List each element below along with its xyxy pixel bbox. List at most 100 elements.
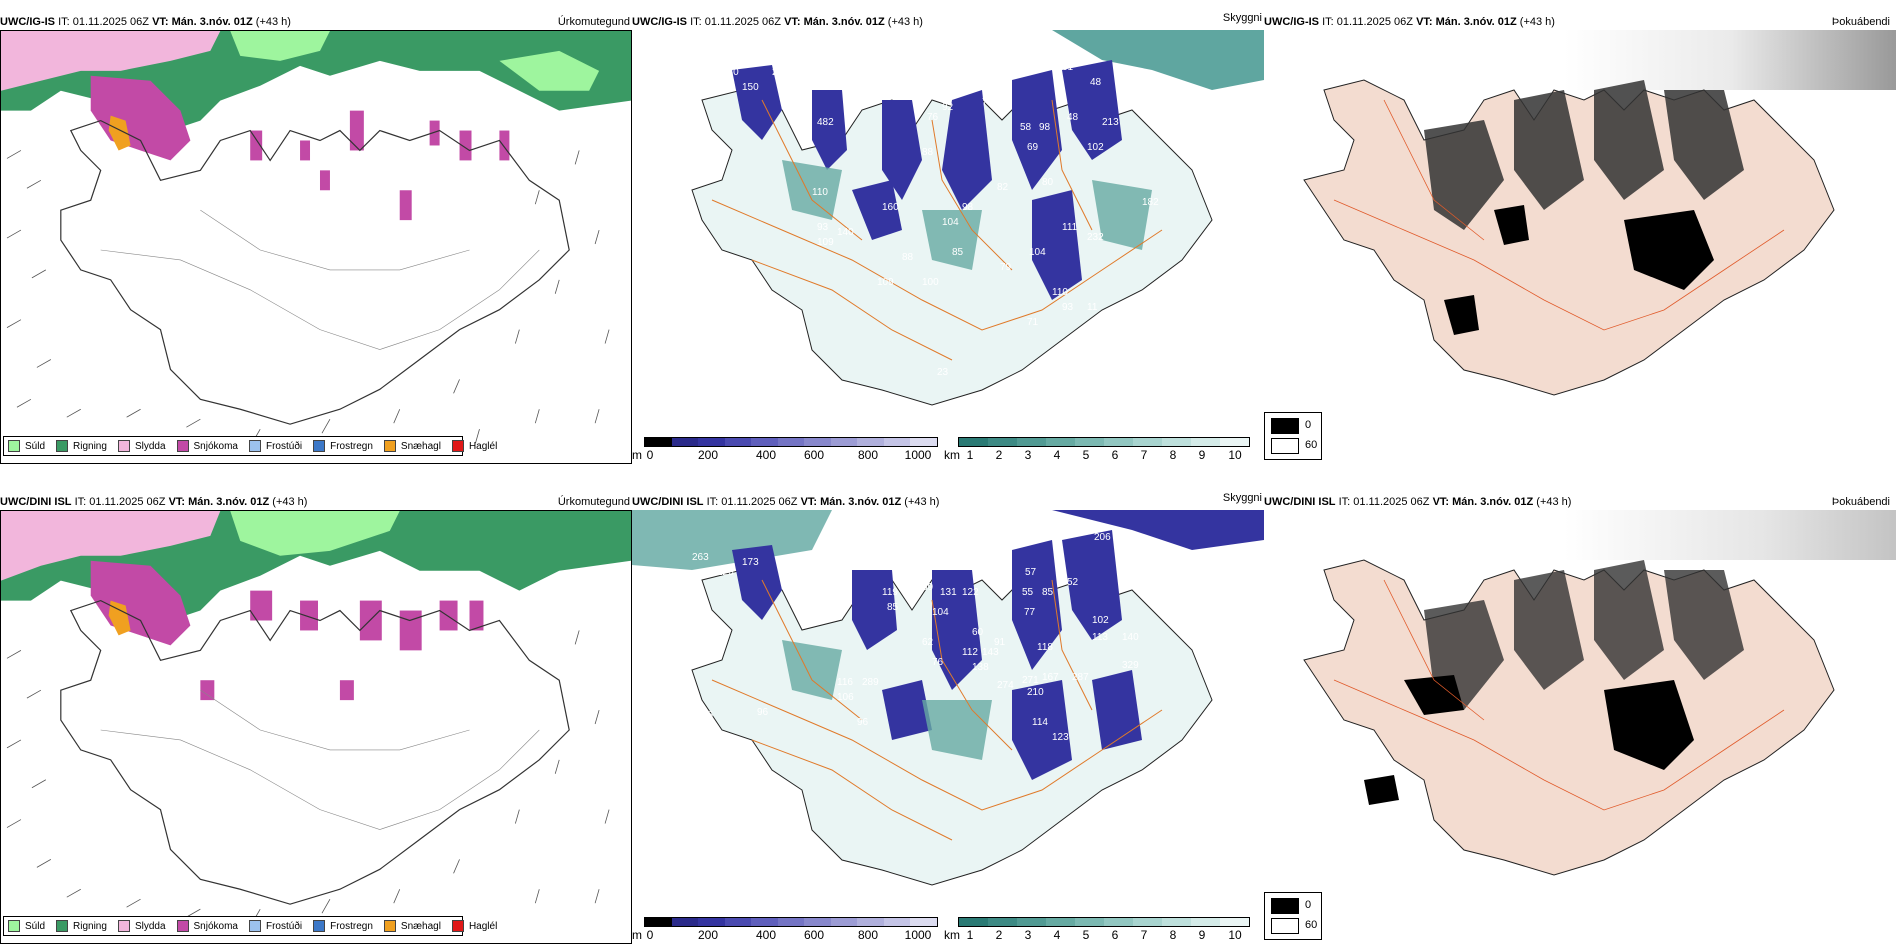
colorbar-segment — [698, 918, 725, 926]
vt-label: VT: — [784, 16, 801, 28]
roads-overlay — [711, 99, 1163, 361]
panel-header: UWC/IG-IS IT: 01.11.2025 06Z VT: Mán. 3.… — [0, 14, 632, 30]
colorbar-segment — [959, 918, 988, 926]
panel-header: UWC/IG-IS IT: 01.11.2025 06Z VT: Mán. 3.… — [632, 12, 1264, 30]
cloud-label: 226 — [717, 567, 734, 578]
cloud-label: 182 — [1142, 197, 1159, 208]
cloud-label: 274 — [997, 680, 1014, 691]
cloud-label: 93 — [817, 222, 829, 233]
cloud-label: 60 — [972, 627, 984, 638]
panel-header: UWC/DINI ISL IT: 01.11.2025 06Z VT: Mán.… — [0, 494, 632, 510]
visibility-tick: 2 — [995, 928, 1003, 942]
colorbar-segment — [910, 438, 938, 446]
cloud-label: 131 — [940, 587, 957, 598]
vt-label: VT: — [1432, 496, 1450, 508]
visibility-areas — [782, 160, 1152, 270]
cloud-label: 96 — [757, 707, 769, 718]
wind-barbs — [6, 630, 610, 924]
colorbar-segment — [1075, 438, 1104, 446]
legend-item: Haglél — [451, 920, 498, 932]
precip-type-map[interactable] — [0, 510, 632, 944]
cloudbase-tick: 200 — [697, 448, 719, 462]
cloud-label: 77 — [1024, 607, 1036, 618]
colorbar-segment — [959, 438, 988, 446]
fog-legend-min: 0 — [1305, 899, 1312, 911]
cloud-label: 48 — [1090, 77, 1102, 88]
fog-legend-min-swatch — [1271, 898, 1299, 914]
vt-label: VT: — [168, 496, 186, 508]
cloud-label: 56 — [702, 710, 714, 721]
cloud-label: 271 — [1022, 675, 1039, 686]
vt-value: Mán. 3.nóv. 01Z — [188, 496, 270, 508]
cloud-label: 76 — [927, 112, 939, 123]
cloud-visibility-map[interactable]: 206 226 173 263 185 90 78 57 52 119 89 8… — [632, 510, 1264, 910]
legend-item: Rigning — [56, 920, 107, 932]
legend-swatch — [56, 440, 69, 452]
colorbar-segment — [1017, 438, 1046, 446]
cloud-label: 119 — [882, 587, 898, 598]
visibility-unit: km — [944, 448, 960, 462]
panel-header: UWC/DINI ISL IT: 01.11.2025 06Z VT: Mán.… — [1264, 494, 1900, 510]
visibility-tick: 2 — [995, 448, 1003, 462]
fog-black-areas — [1364, 675, 1694, 805]
visibility-tick: 6 — [1111, 928, 1119, 942]
cloud-label: 116 — [837, 677, 853, 688]
legend-swatch — [176, 920, 189, 932]
precip-type-map[interactable] — [0, 30, 632, 464]
cloud-visibility-map[interactable]: 180 150 201 265 482 61 48 48 213 70 76 9… — [632, 30, 1264, 430]
low-cloud-areas — [732, 60, 1122, 300]
cloudbase-tick: 200 — [697, 928, 719, 942]
precip-map-svg — [1, 31, 631, 444]
fog-legend-max: 60 — [1305, 439, 1318, 451]
colorbar-segment — [1104, 438, 1133, 446]
panel-header: UWC/IG-IS IT: 01.11.2025 06Z VT: Mán. 3.… — [1264, 14, 1900, 30]
sleet-area — [1, 511, 221, 581]
visibility-tick: 3 — [1024, 448, 1032, 462]
snow-spots — [200, 590, 484, 701]
panel-title: Þokuábendi — [1831, 496, 1890, 508]
colorbar-segment — [883, 438, 911, 446]
snow-spots — [250, 110, 510, 221]
colorbar-segment — [1017, 918, 1046, 926]
cloud-map-svg: 180 150 201 265 482 61 48 48 213 70 76 9… — [691, 30, 1264, 406]
cloud-label: 90 — [942, 557, 954, 568]
iceland-outline — [60, 119, 570, 425]
it-label: IT: — [74, 496, 87, 508]
colorbar-segment — [857, 438, 884, 446]
cloudbase-tick: 600 — [803, 448, 825, 462]
visibility-tick: 9 — [1198, 928, 1206, 942]
visibility-tick: 9 — [1198, 448, 1206, 462]
fog-legend-max: 60 — [1305, 919, 1318, 931]
legend-swatch — [451, 440, 464, 452]
cloud-label: 55 — [1022, 587, 1034, 598]
visibility-colorbar: km 1 2 3 4 5 6 7 8 9 10 — [944, 435, 1264, 471]
it-label: IT: — [690, 16, 702, 28]
panel-title: Skyggni — [1222, 12, 1262, 24]
cloud-base-labels: 206 226 173 263 185 90 78 57 52 119 89 8… — [692, 532, 1139, 743]
panel-title: Þokuábendi — [1831, 16, 1890, 28]
cloud-label: 173 — [742, 557, 759, 568]
cloud-label: 88 — [922, 147, 934, 158]
legend-label: Snjókoma — [193, 440, 238, 452]
legend-label: Slydda — [134, 440, 166, 452]
cloud-label: 96 — [857, 717, 869, 728]
fog-index-map[interactable] — [1264, 510, 1896, 890]
cloud-label: 140 — [1122, 632, 1139, 643]
legend-swatch — [248, 920, 261, 932]
fog-legend-min-swatch — [1271, 418, 1299, 434]
legend-label: Snæhagl — [400, 920, 441, 932]
cloud-label: 100 — [922, 277, 939, 288]
legend-item: Snæhagl — [383, 440, 441, 452]
it-value: 01.11.2025 06Z — [1353, 496, 1430, 508]
fog-index-map[interactable] — [1264, 30, 1896, 410]
legend-label: Haglél — [468, 440, 498, 452]
fog-black-areas — [1444, 205, 1714, 335]
visibility-tick: 10 — [1228, 928, 1242, 942]
visibility-tick: 5 — [1082, 928, 1090, 942]
vt-label: VT: — [1416, 16, 1433, 28]
legend-label: Haglél — [468, 920, 498, 932]
cloud-label: 160 — [882, 202, 899, 213]
legend-item: Frostregn — [313, 920, 373, 932]
cloud-label: 140 — [837, 227, 854, 238]
visibility-strip — [958, 917, 1250, 927]
